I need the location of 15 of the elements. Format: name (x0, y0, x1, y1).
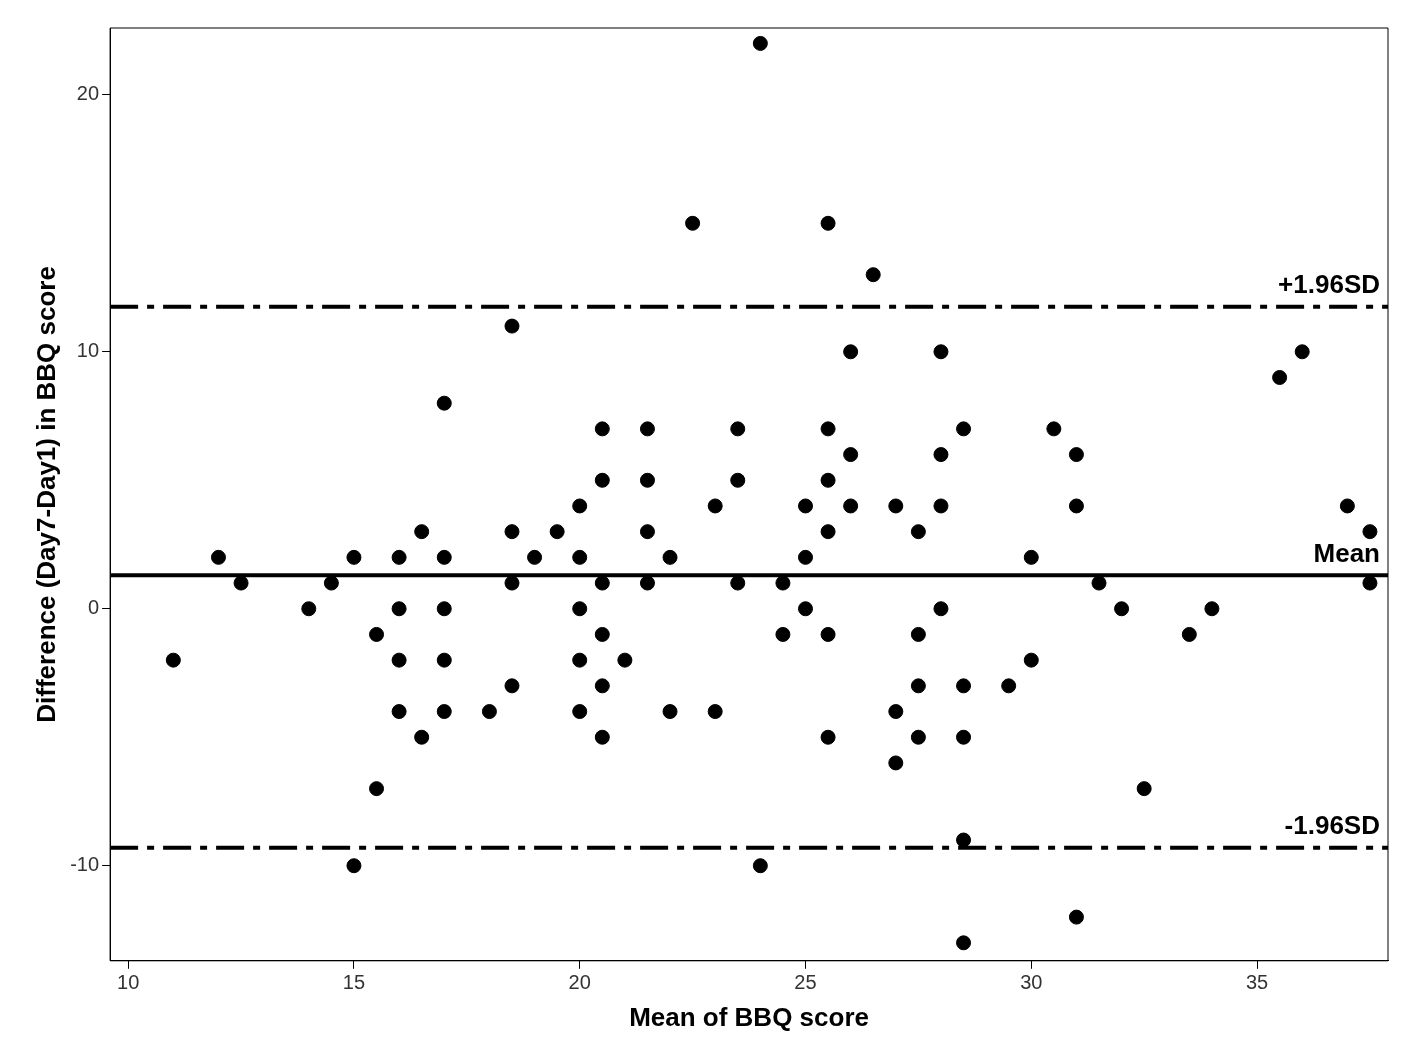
y-axis-title: Difference (Day7-Day1) in BBQ score (30, 266, 61, 723)
y-tick-label: 0 (87, 596, 100, 619)
y-tick-label: 20 (76, 82, 100, 105)
x-axis-title: Mean of BBQ score (629, 1001, 869, 1032)
x-tick-label: 10 (117, 971, 140, 994)
y-tick-label: 10 (76, 339, 100, 362)
x-tick-label: 35 (1245, 971, 1269, 994)
ref-line-label: -1.96SD (1284, 809, 1380, 840)
x-tick-label: 25 (794, 971, 817, 994)
ref-line-label: +1.96SD (1278, 268, 1380, 299)
x-tick-label: 20 (568, 971, 591, 994)
y-tick-label: -10 (70, 853, 100, 876)
x-tick-label: 30 (1020, 971, 1043, 994)
x-tick-label: 15 (342, 971, 366, 994)
ref-line-label: Mean (1313, 537, 1380, 568)
